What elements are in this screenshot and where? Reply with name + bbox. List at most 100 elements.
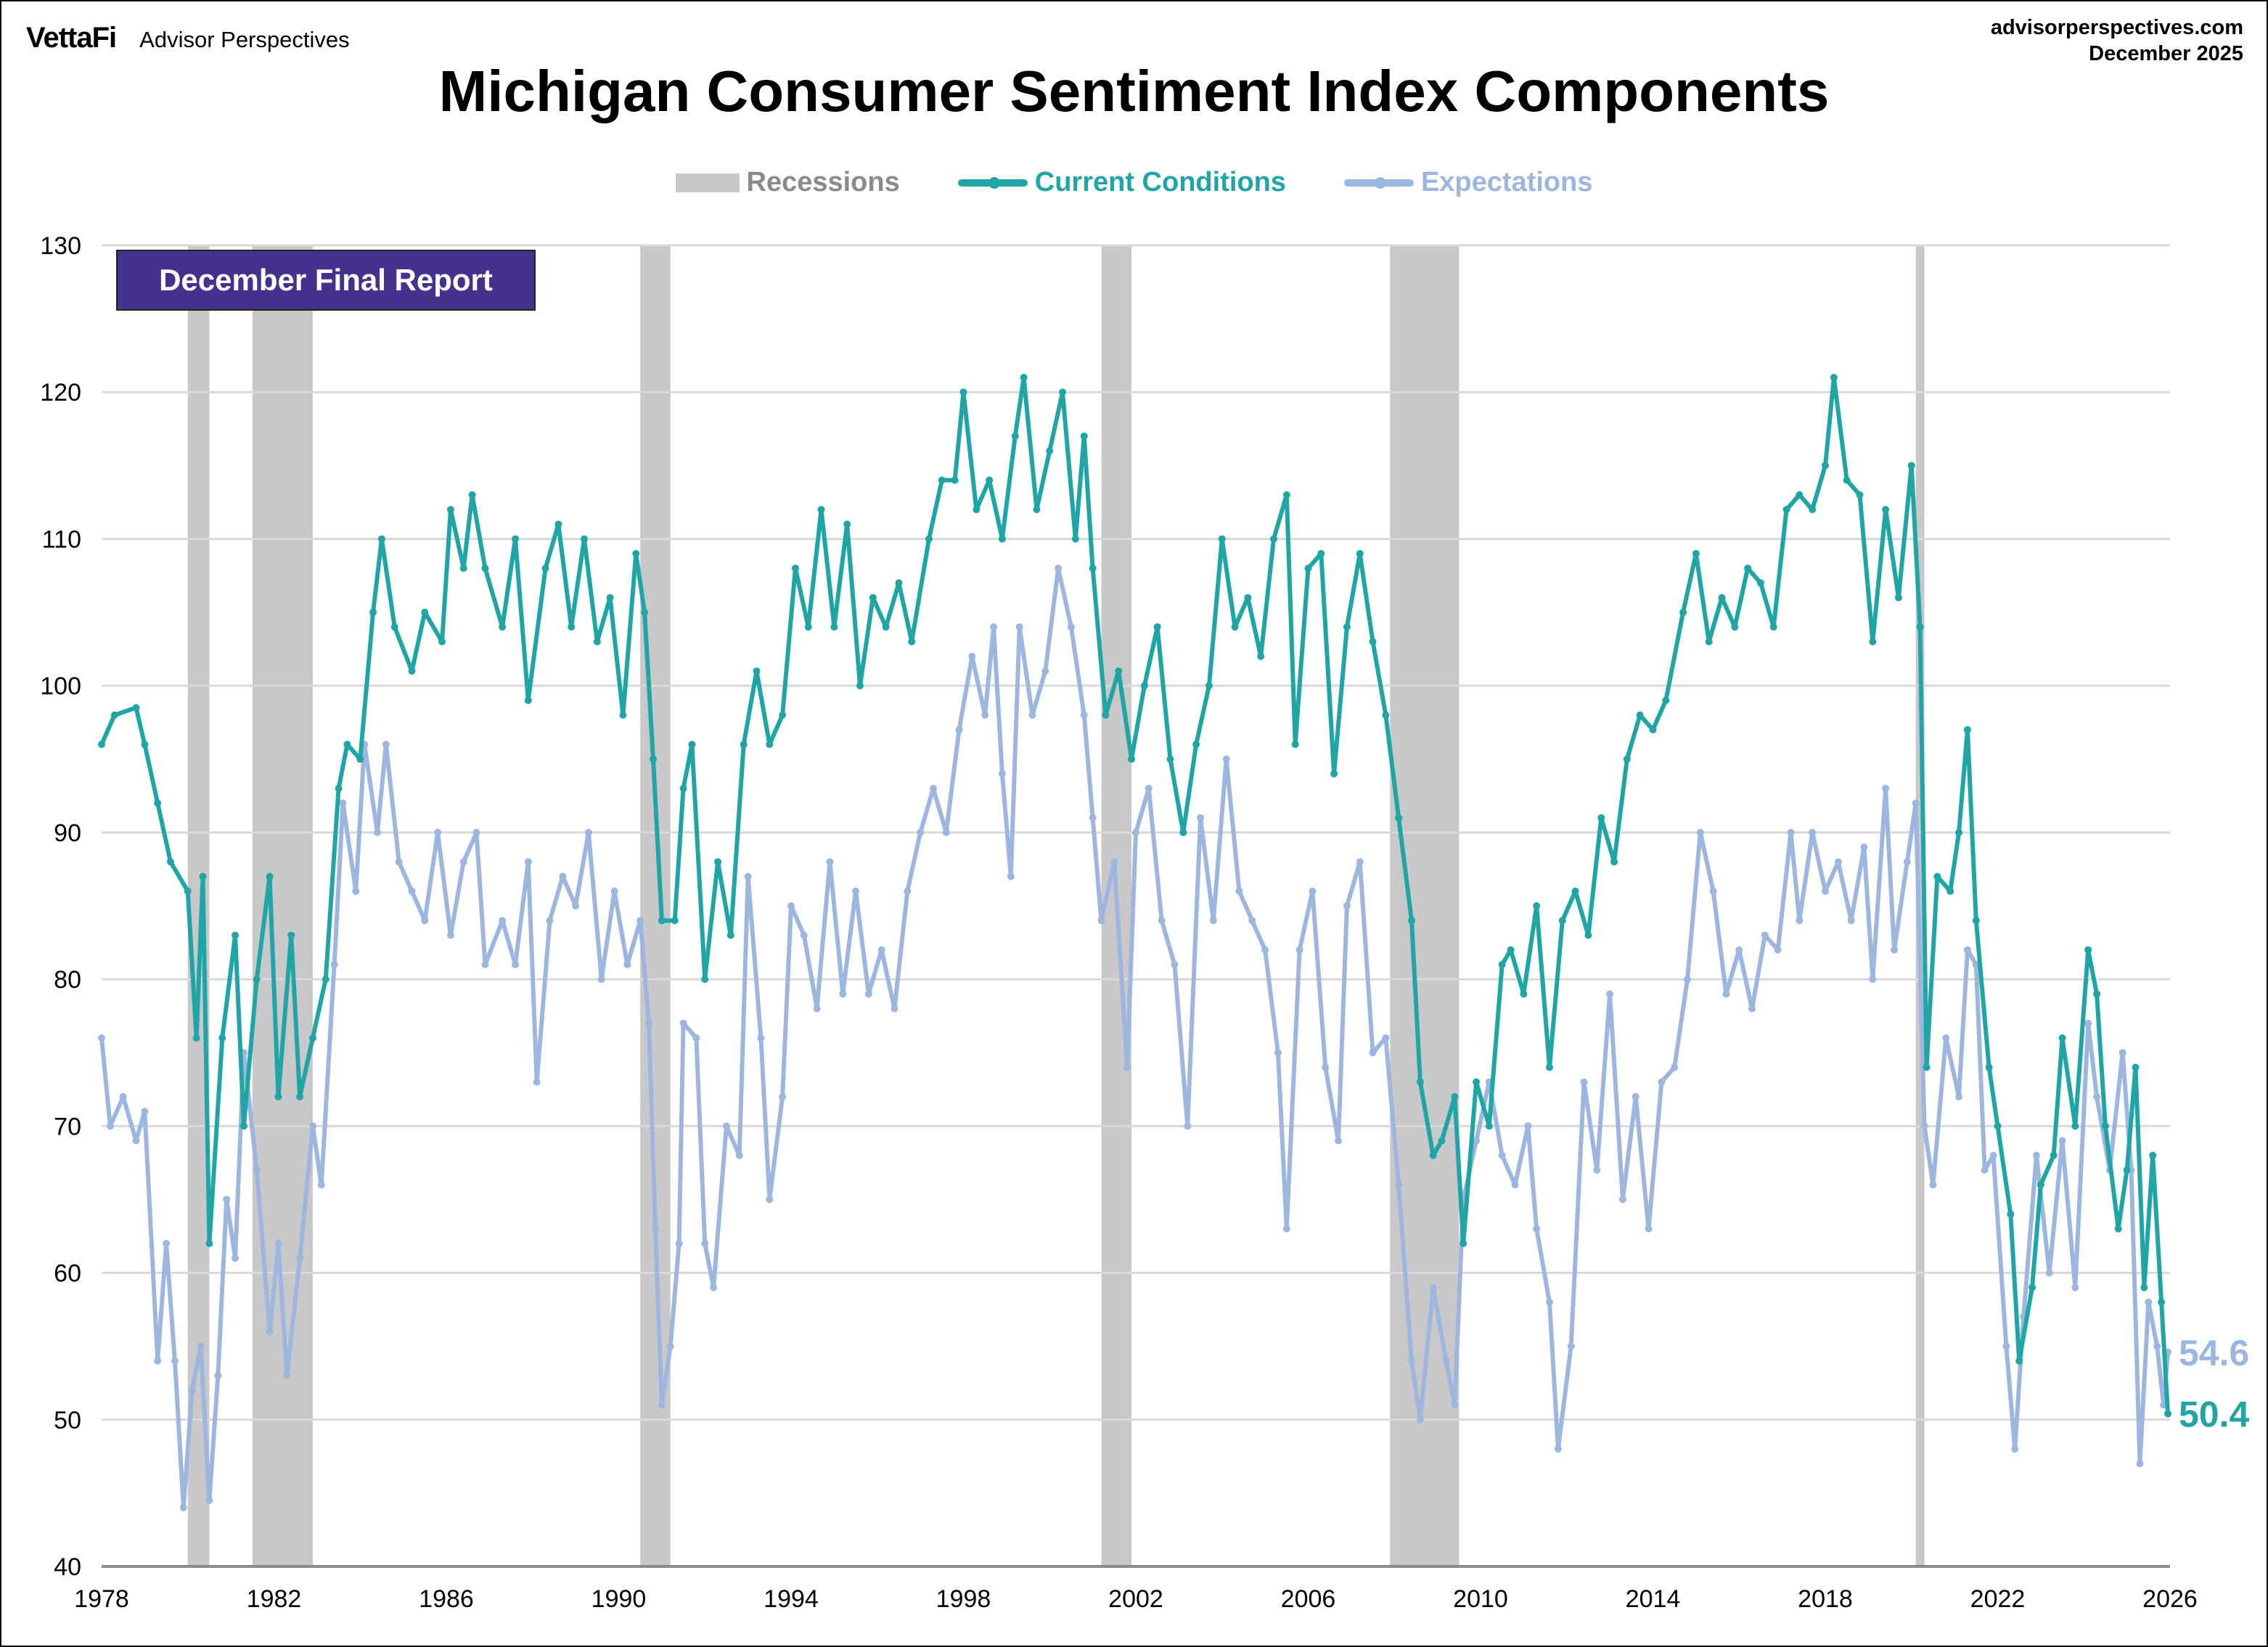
legend-label: Recessions xyxy=(746,167,900,197)
legend: Recessions Current Conditions Expectatio… xyxy=(0,167,2268,198)
expectations-point xyxy=(214,1372,222,1380)
current-conditions-point xyxy=(1485,1122,1493,1130)
expectations-point xyxy=(253,1166,261,1174)
y-tick-label: 120 xyxy=(40,379,81,406)
expectations-point xyxy=(766,1196,774,1203)
expectations-point xyxy=(1274,1049,1282,1057)
current-conditions-point xyxy=(2101,1122,2109,1130)
current-conditions-point xyxy=(1520,990,1528,998)
current-conditions-point xyxy=(1507,946,1515,954)
y-tick-label: 50 xyxy=(54,1407,81,1434)
expectations-point xyxy=(1606,990,1614,998)
expectations-point xyxy=(1335,1137,1343,1145)
current-conditions-point xyxy=(1856,491,1864,499)
expectations-point xyxy=(1248,917,1256,925)
expectations-point xyxy=(1709,887,1717,895)
expectations-point xyxy=(163,1240,171,1248)
current-conditions-point xyxy=(606,594,614,602)
current-conditions-point xyxy=(688,740,696,748)
current-conditions-point xyxy=(1869,638,1877,645)
current-conditions-point xyxy=(1205,682,1213,690)
expectations-point xyxy=(1442,1357,1450,1365)
current-conditions-point xyxy=(2093,990,2101,998)
current-conditions-point xyxy=(1059,388,1067,396)
current-conditions-point xyxy=(2007,1210,2015,1218)
expectations-point xyxy=(1593,1166,1601,1174)
current-conditions-point xyxy=(1623,755,1631,763)
expectations-point xyxy=(779,1092,787,1100)
expectations-point xyxy=(1882,785,1890,793)
expectations-point xyxy=(1055,564,1063,572)
current-conditions-point xyxy=(343,740,351,748)
current-conditions-point xyxy=(1923,1063,1931,1071)
current-conditions-point xyxy=(779,711,787,719)
expectations-point xyxy=(904,887,912,895)
current-conditions-point xyxy=(1408,917,1415,925)
expectations-point xyxy=(1132,828,1139,836)
current-conditions-point xyxy=(766,740,774,748)
y-tick-label: 60 xyxy=(54,1260,81,1288)
expectations-point xyxy=(395,858,403,866)
current-conditions-point xyxy=(1416,1078,1424,1086)
expectations-point xyxy=(1929,1181,1937,1189)
current-conditions-point xyxy=(1705,638,1713,645)
expectations-point xyxy=(1774,946,1782,954)
brand-name: Advisor Perspectives xyxy=(139,27,350,52)
current-conditions-point xyxy=(377,535,385,543)
current-conditions-point xyxy=(1843,476,1851,484)
expectations-point xyxy=(1735,946,1743,954)
expectations-point xyxy=(1618,1196,1626,1203)
current-conditions-point xyxy=(830,623,838,631)
expectations-point xyxy=(1981,1166,1989,1174)
current-conditions-point xyxy=(524,696,532,704)
expectations-point xyxy=(917,828,925,836)
expectations-point xyxy=(1632,1092,1639,1100)
series-lines xyxy=(98,374,2172,1512)
current-conditions-point xyxy=(240,1122,247,1130)
current-conditions-point xyxy=(1356,549,1364,557)
expectations-point xyxy=(1184,1122,1192,1130)
x-tick-label: 1994 xyxy=(763,1585,819,1613)
expectations-point xyxy=(891,1005,898,1013)
expectations-point xyxy=(1089,814,1097,822)
current-conditions-point xyxy=(856,682,864,690)
current-conditions-point xyxy=(1046,447,1054,455)
current-conditions-point xyxy=(568,623,576,631)
current-conditions-point xyxy=(1955,828,1963,836)
expectations-point xyxy=(421,917,429,925)
expectations-point xyxy=(800,931,808,939)
expectations-point xyxy=(1416,1415,1424,1423)
expectations-point xyxy=(981,711,989,719)
expectations-point xyxy=(864,990,872,998)
expectations-point xyxy=(296,1254,304,1262)
end-label-current: 50.4 xyxy=(2179,1394,2250,1435)
current-conditions-point xyxy=(679,785,687,793)
expectations-point xyxy=(1722,990,1730,998)
expectations-point xyxy=(645,1019,653,1027)
expectations-point xyxy=(968,653,976,661)
expectations-point xyxy=(955,726,963,734)
recession-swatch xyxy=(675,173,740,192)
current-conditions-point xyxy=(895,579,903,587)
current-conditions-point xyxy=(726,931,734,939)
expectations-point xyxy=(1067,623,1075,631)
current-conditions-point xyxy=(1882,506,1890,513)
current-conditions-point xyxy=(1020,374,1028,381)
expectations-point xyxy=(1282,1225,1290,1233)
expectations-point xyxy=(1382,1034,1390,1042)
current-conditions-point xyxy=(253,976,261,984)
y-tick-label: 110 xyxy=(42,526,81,553)
current-conditions-point xyxy=(1460,1240,1467,1248)
expectations-point xyxy=(1912,799,1920,807)
current-conditions-point xyxy=(1546,1063,1553,1071)
expectations-point xyxy=(434,828,442,836)
expectations-point xyxy=(274,1240,282,1248)
current-conditions-point xyxy=(1692,549,1700,557)
expectations-point xyxy=(2145,1299,2153,1306)
current-conditions-point xyxy=(1916,623,1924,631)
current-conditions-point xyxy=(369,608,377,616)
expectations-point xyxy=(1524,1122,1532,1130)
current-conditions-point xyxy=(1166,755,1174,763)
expectations-point xyxy=(1261,946,1269,954)
